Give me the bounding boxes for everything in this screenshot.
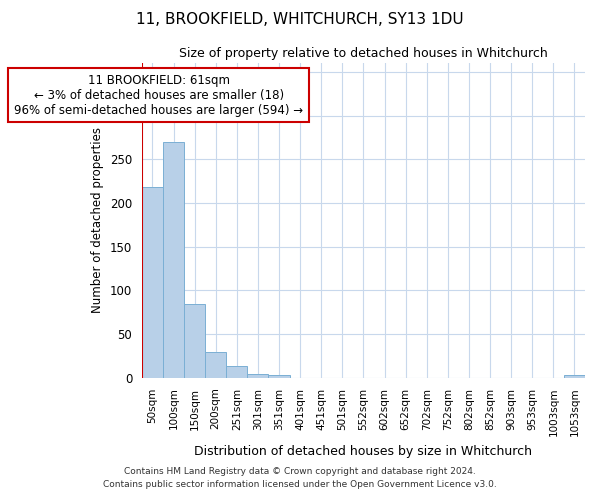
Bar (564, 375, 585, 378)
X-axis label: Distribution of detached houses by size in Whitchurch: Distribution of detached houses by size … (194, 444, 532, 458)
Bar (226, 366, 247, 378)
Text: Contains HM Land Registry data © Crown copyright and database right 2024.
Contai: Contains HM Land Registry data © Crown c… (103, 468, 497, 489)
Bar (163, 142, 184, 378)
Text: 11 BROOKFIELD: 61sqm
← 3% of detached houses are smaller (18)
96% of semi-detach: 11 BROOKFIELD: 61sqm ← 3% of detached ho… (14, 74, 303, 116)
Bar (142, 187, 163, 378)
Bar (205, 352, 226, 378)
Title: Size of property relative to detached houses in Whitchurch: Size of property relative to detached ho… (179, 48, 548, 60)
Y-axis label: Number of detached properties: Number of detached properties (91, 128, 104, 314)
Bar (268, 375, 290, 378)
Bar (184, 304, 205, 378)
Text: 11, BROOKFIELD, WHITCHURCH, SY13 1DU: 11, BROOKFIELD, WHITCHURCH, SY13 1DU (136, 12, 464, 28)
Bar (247, 374, 268, 378)
